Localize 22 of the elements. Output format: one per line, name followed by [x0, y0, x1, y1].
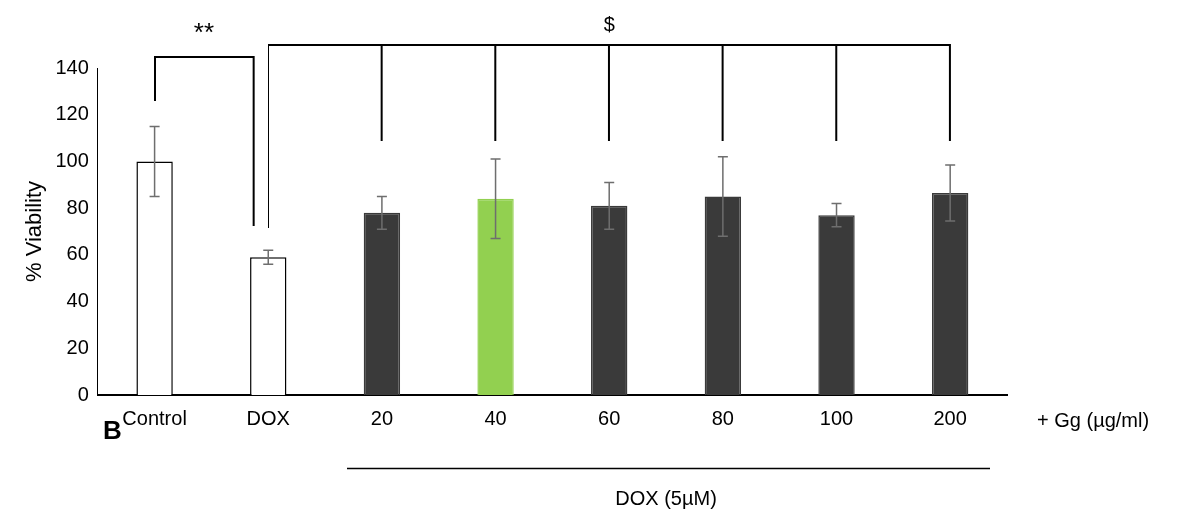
- text: + Gg (µg/ml): [1037, 409, 1150, 432]
- y-tick-label: 100: [55, 148, 89, 171]
- y-tick-label: 120: [55, 102, 89, 125]
- x-tick-label: 20: [370, 406, 394, 429]
- y-tick-label: 60: [66, 242, 89, 265]
- x-tick-label: DOX: [246, 406, 290, 429]
- x-tick-label: 40: [484, 406, 507, 429]
- y-axis-title: % Viability: [21, 180, 47, 283]
- text: DOX (5µM): [615, 487, 717, 510]
- y-tick-label: 0: [77, 382, 89, 405]
- text: **: [193, 17, 215, 48]
- x-tick-label: Control: [122, 406, 187, 429]
- text: $: [603, 13, 615, 36]
- x-tick-label: 200: [933, 406, 967, 429]
- y-tick-label: 140: [55, 55, 89, 78]
- y-tick-label: 20: [66, 335, 89, 358]
- text: B: [103, 415, 122, 446]
- y-tick-label: 80: [66, 195, 89, 218]
- x-tick-label: 60: [598, 406, 621, 429]
- x-tick-label: 80: [711, 406, 734, 429]
- x-tick-label: 100: [819, 406, 854, 429]
- y-tick-label: 40: [66, 289, 89, 312]
